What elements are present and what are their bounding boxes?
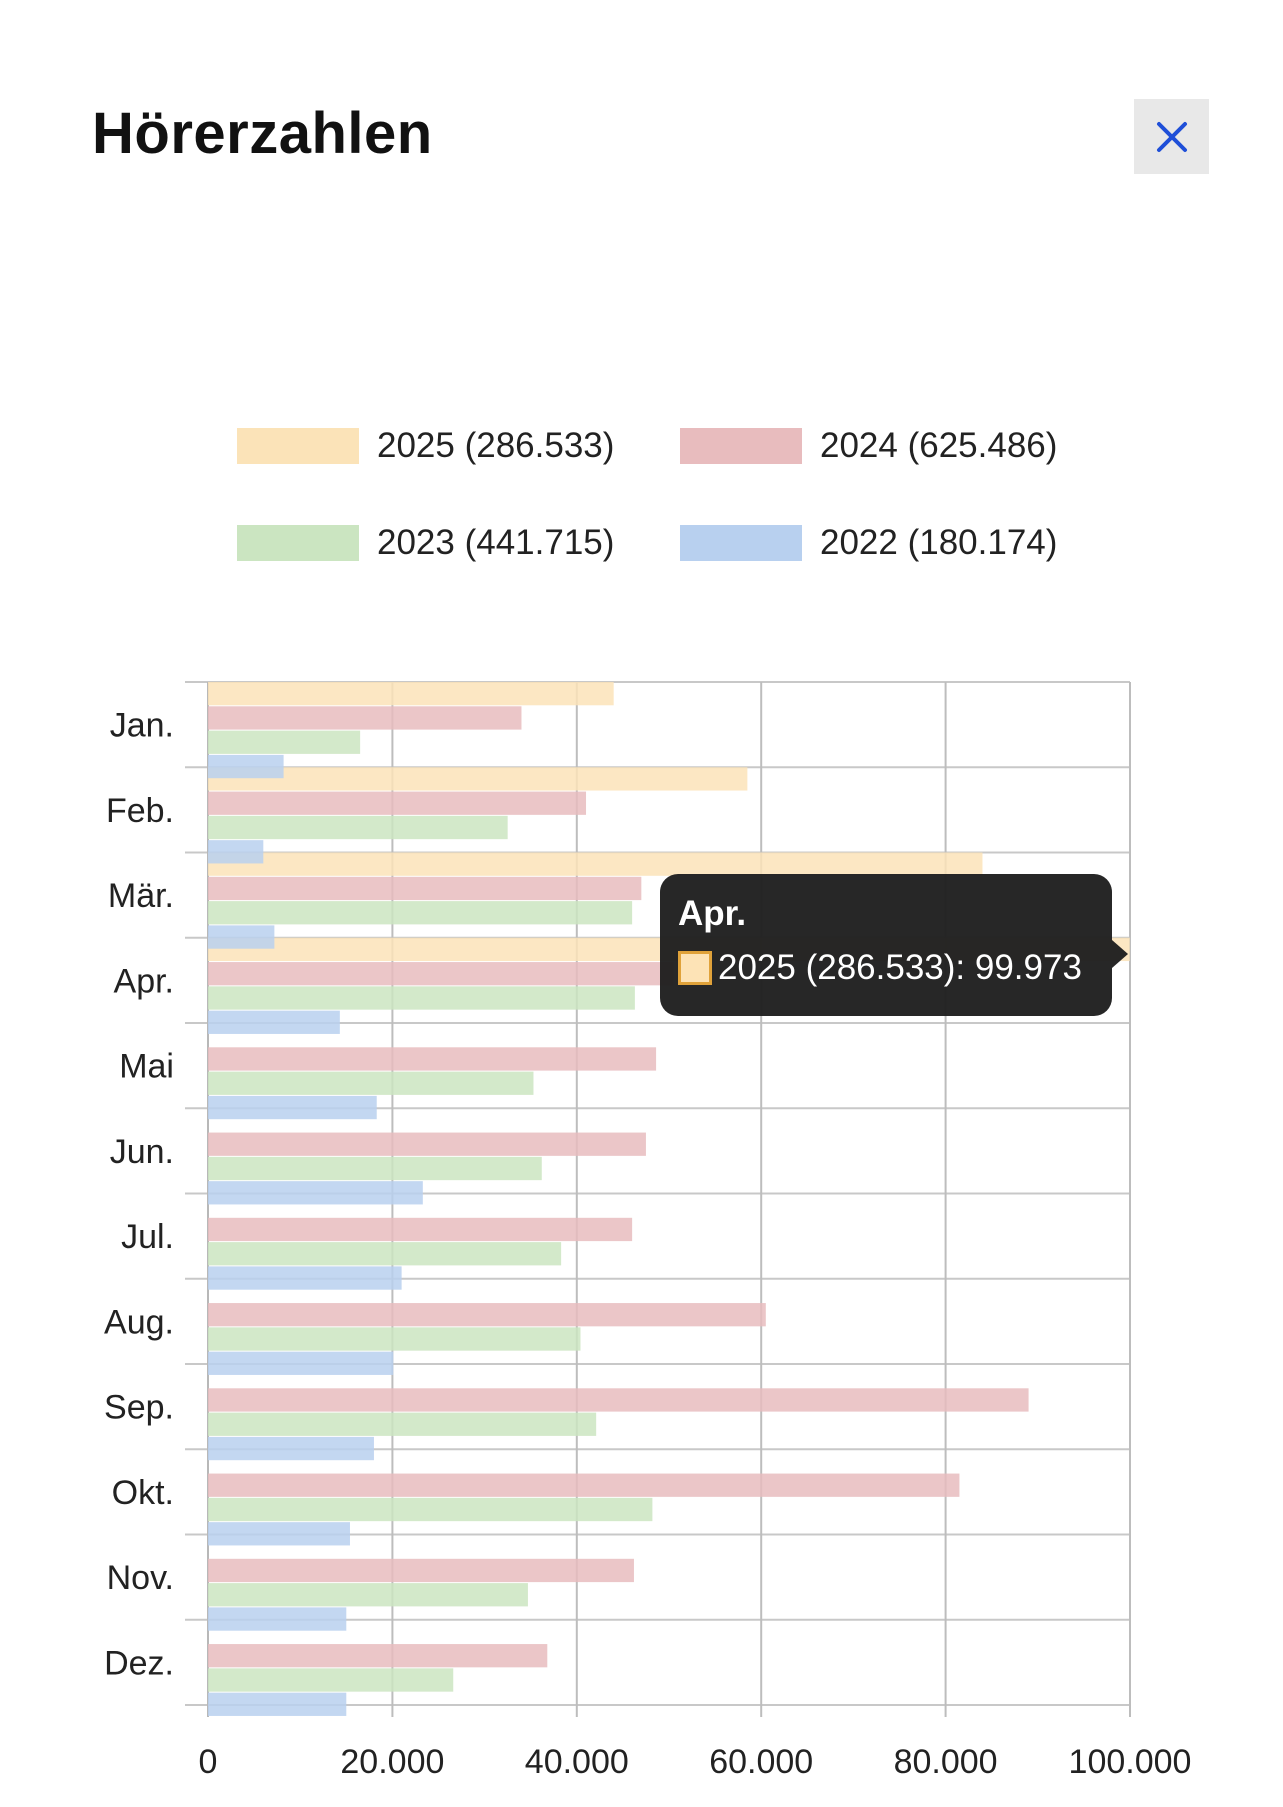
bar-2024-Sep.[interactable] [208,1388,1029,1412]
close-button[interactable] [1134,99,1209,174]
bar-2022-Jun.[interactable] [208,1181,423,1205]
y-tick-label: Apr. [114,962,174,1000]
bar-2025-Feb.[interactable] [208,767,748,791]
y-tick-label: Okt. [112,1474,174,1512]
bar-2023-Jan.[interactable] [208,730,361,754]
bar-2022-Okt.[interactable] [208,1522,350,1546]
close-icon [1156,121,1187,152]
bar-2023-Jun.[interactable] [208,1156,542,1181]
bar-2022-Aug.[interactable] [208,1351,394,1375]
legend-swatch [237,525,359,561]
y-tick-label: Mär. [108,877,174,915]
legend-swatch [237,428,359,464]
bar-2024-Aug.[interactable] [208,1303,766,1327]
bar-2022-Jan.[interactable] [208,754,284,779]
x-tick-label: 0 [199,1743,218,1781]
bar-2025-Mär.[interactable] [208,852,983,876]
bar-2024-Mai[interactable] [208,1047,657,1071]
bar-2022-Apr.[interactable] [208,1010,340,1034]
legend-label: 2024 (625.486) [820,426,1058,465]
y-tick-label: Nov. [107,1559,174,1597]
legend-label: 2023 (441.715) [377,523,615,562]
bar-2022-Nov.[interactable] [208,1607,347,1631]
y-tick-label: Sep. [104,1389,174,1427]
y-tick-label: Aug. [104,1303,174,1341]
bar-2023-Apr.[interactable] [208,986,635,1010]
bar-2023-Feb.[interactable] [208,815,508,840]
x-tick-label: 100.000 [1069,1743,1192,1781]
tooltip: Apr. 2025 (286.533): 99.973 [660,874,1128,1016]
bar-2023-Sep.[interactable] [208,1412,597,1436]
bar-2024-Dez.[interactable] [208,1644,548,1668]
x-tick-label: 40.000 [525,1743,629,1781]
y-tick-label: Feb. [106,792,174,830]
tooltip-arrow [1112,940,1128,968]
bar-2024-Apr.[interactable] [208,962,674,986]
y-tick-label: Mai [119,1048,174,1086]
y-tick-label: Jan. [110,707,174,745]
tooltip-text: 2025 (286.533): 99.973 [718,948,1082,987]
page-title: Hörerzahlen [92,101,433,166]
legend-swatch [680,428,802,464]
bar-2024-Jan.[interactable] [208,706,522,730]
bar-2024-Feb.[interactable] [208,791,587,815]
legend-label: 2025 (286.533) [377,426,615,465]
bar-2023-Aug.[interactable] [208,1327,581,1351]
tooltip-row: 2025 (286.533): 99.973 [678,948,1094,988]
bar-2024-Jul.[interactable] [208,1217,633,1242]
y-tick-label: Jul. [121,1218,174,1256]
y-tick-label: Dez. [104,1644,174,1682]
legend-item-2024[interactable]: 2024 (625.486) [680,426,1057,466]
bar-2024-Okt.[interactable] [208,1473,960,1497]
x-tick-label: 20.000 [340,1743,444,1781]
bar-2022-Feb.[interactable] [208,840,264,864]
bar-2024-Jun.[interactable] [208,1132,646,1156]
bar-2023-Jul.[interactable] [208,1242,562,1266]
bar-2025-Jan.[interactable] [208,682,614,706]
bar-2023-Nov.[interactable] [208,1583,528,1607]
x-tick-label: 80.000 [894,1743,998,1781]
legend-item-2022[interactable]: 2022 (180.174) [680,523,1057,563]
y-tick-label: Jun. [110,1133,174,1171]
legend-label: 2022 (180.174) [820,523,1058,562]
bar-2024-Mär.[interactable] [208,876,642,901]
legend-item-2025[interactable]: 2025 (286.533) [237,426,614,466]
bar-2024-Nov.[interactable] [208,1558,634,1583]
tooltip-title: Apr. [678,894,747,933]
bar-2023-Dez.[interactable] [208,1668,454,1692]
bar-2022-Jul.[interactable] [208,1266,402,1290]
x-tick-label: 60.000 [709,1743,813,1781]
bar-2023-Okt.[interactable] [208,1497,653,1522]
legend-swatch [680,525,802,561]
legend-item-2023[interactable]: 2023 (441.715) [237,523,614,563]
bar-2022-Mai[interactable] [208,1095,377,1120]
bar-2022-Mär.[interactable] [208,925,275,949]
tooltip-swatch [678,951,712,985]
bar-2022-Sep.[interactable] [208,1436,374,1461]
bar-2023-Mär.[interactable] [208,901,633,925]
bar-2022-Dez.[interactable] [208,1692,347,1716]
bar-2023-Mai[interactable] [208,1071,534,1095]
